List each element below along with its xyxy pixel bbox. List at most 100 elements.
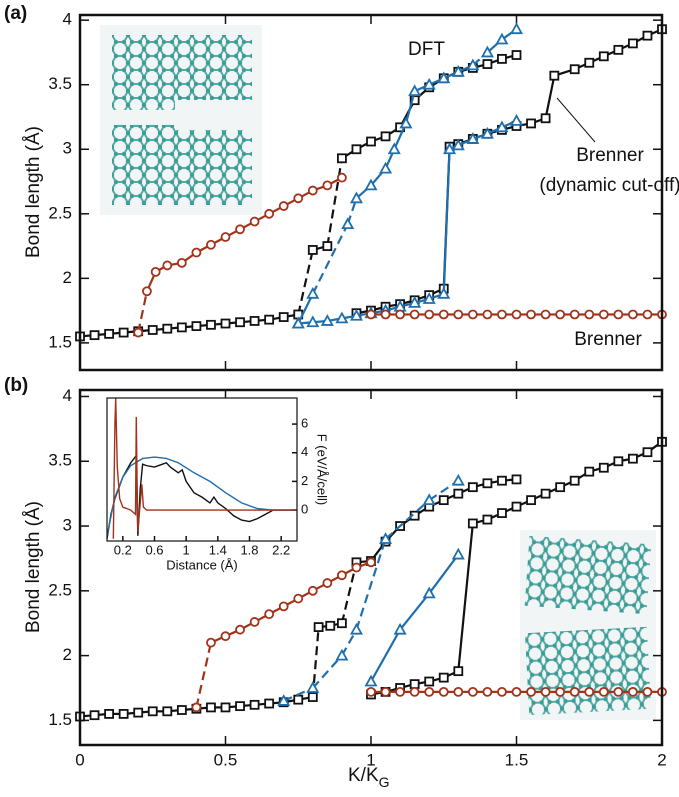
marker-circle bbox=[249, 617, 260, 627]
marker-circle bbox=[336, 172, 347, 183]
marker-square bbox=[569, 64, 580, 75]
marker-circle bbox=[526, 309, 536, 320]
marker-triangle bbox=[451, 138, 465, 151]
y-axis-label: Bond length (Å) bbox=[23, 501, 44, 633]
series-segment bbox=[311, 223, 349, 295]
marker-circle bbox=[540, 309, 551, 320]
inset-x-label: Distance (Å) bbox=[166, 557, 238, 572]
marker-circle bbox=[555, 686, 566, 697]
marker-circle bbox=[613, 686, 624, 697]
marker-square bbox=[453, 666, 464, 677]
marker-square bbox=[511, 474, 522, 485]
plot-frame bbox=[78, 388, 664, 747]
y-tick-label: 0 bbox=[301, 501, 308, 516]
marker-square bbox=[307, 692, 318, 702]
y-tick-label: 3 bbox=[63, 516, 72, 535]
marker-triangle bbox=[335, 311, 349, 324]
marker-circle bbox=[322, 180, 333, 191]
series-segment bbox=[283, 686, 314, 702]
marker-circle bbox=[293, 193, 304, 204]
marker-square bbox=[511, 50, 522, 60]
marker-triangle bbox=[495, 120, 509, 133]
marker-triangle bbox=[349, 622, 363, 635]
marker-square bbox=[584, 466, 595, 477]
marker-square bbox=[628, 453, 638, 464]
y-tick-label: 3.5 bbox=[48, 451, 72, 470]
marker-circle bbox=[322, 578, 333, 588]
marker-circle bbox=[395, 686, 406, 697]
marker-triangle bbox=[306, 286, 320, 299]
marker-square bbox=[351, 144, 362, 155]
marker-circle bbox=[584, 309, 595, 320]
series-segment bbox=[442, 149, 451, 294]
marker-square bbox=[453, 488, 464, 499]
marker-square bbox=[642, 447, 653, 458]
marker-triangle bbox=[364, 674, 378, 687]
marker-square bbox=[549, 70, 560, 81]
marker-square bbox=[191, 321, 202, 332]
x-axis-label-sub: G bbox=[379, 774, 390, 790]
series-segment bbox=[137, 291, 149, 333]
series-segment bbox=[404, 90, 416, 124]
marker-square bbox=[264, 698, 275, 709]
marker-circle bbox=[497, 309, 507, 320]
series-segment bbox=[297, 249, 314, 315]
marker-square bbox=[569, 475, 580, 486]
marker-circle bbox=[264, 208, 275, 219]
marker-circle bbox=[206, 239, 216, 250]
series-segment bbox=[311, 654, 343, 689]
marker-circle bbox=[540, 686, 551, 697]
marker-square bbox=[409, 95, 420, 106]
marker-circle bbox=[351, 562, 362, 573]
y-tick-label: 2.5 bbox=[48, 580, 72, 599]
series-segment bbox=[428, 553, 460, 595]
annotation: DFT bbox=[408, 39, 445, 60]
y-tick-label: 2 bbox=[63, 268, 72, 287]
marker-square bbox=[380, 131, 391, 142]
marker-circle bbox=[307, 585, 318, 596]
marker-circle bbox=[150, 266, 161, 277]
marker-square bbox=[555, 482, 566, 493]
y-tick-label: 4 bbox=[63, 10, 72, 29]
marker-circle bbox=[497, 686, 507, 697]
marker-circle bbox=[598, 686, 609, 697]
marker-circle bbox=[453, 686, 464, 697]
marker-triangle bbox=[422, 292, 436, 304]
marker-triangle bbox=[320, 314, 334, 326]
plot-frame bbox=[78, 13, 664, 372]
marker-circle bbox=[278, 201, 289, 211]
marker-triangle bbox=[349, 191, 363, 204]
marker-square bbox=[497, 475, 507, 486]
marker-circle bbox=[366, 309, 376, 320]
marker-square bbox=[104, 328, 114, 339]
marker-square bbox=[642, 30, 653, 41]
marker-square bbox=[325, 620, 336, 631]
marker-triangle bbox=[443, 142, 457, 155]
marker-square bbox=[104, 709, 114, 719]
marker-square bbox=[438, 495, 449, 506]
marker-circle bbox=[628, 309, 638, 320]
marker-circle bbox=[206, 637, 216, 648]
x-tick-label: 1.5 bbox=[505, 750, 529, 769]
force-curve bbox=[112, 398, 297, 539]
marker-circle bbox=[133, 327, 144, 338]
marker-circle bbox=[176, 257, 187, 268]
inset-y-label: F (eV/Å/cell) bbox=[315, 434, 330, 506]
marker-square bbox=[249, 699, 260, 710]
marker-circle bbox=[424, 309, 435, 320]
marker-square bbox=[176, 705, 187, 715]
marker-triangle bbox=[437, 71, 451, 84]
series-segment bbox=[457, 523, 474, 672]
marker-square bbox=[162, 323, 173, 334]
x-tick-label: 0.6 bbox=[145, 542, 163, 557]
marker-circle bbox=[482, 309, 493, 320]
marker-square bbox=[540, 488, 551, 499]
annotation: (dynamic cut-off) bbox=[539, 175, 679, 196]
marker-circle bbox=[366, 557, 376, 568]
marker-circle bbox=[220, 232, 231, 242]
marker-triangle bbox=[277, 694, 291, 706]
marker-circle bbox=[366, 686, 376, 697]
marker-square bbox=[89, 710, 100, 721]
